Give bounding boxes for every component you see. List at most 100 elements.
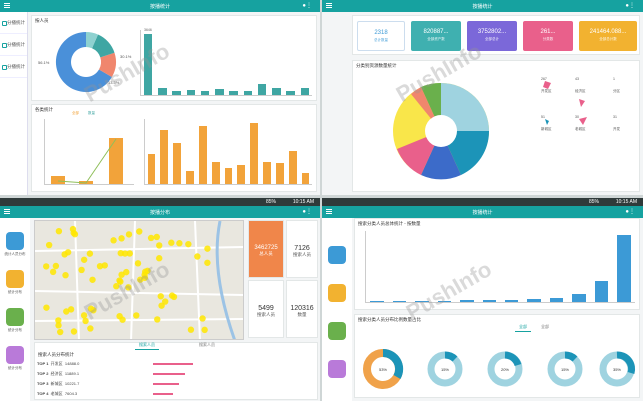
- heat-point: [154, 316, 161, 323]
- heat-point: [156, 242, 163, 249]
- heat-point: [52, 262, 60, 270]
- heat-point: [89, 276, 96, 283]
- tab[interactable]: 搜索人员: [199, 342, 215, 347]
- distribution-map-q3: 85% 10:15 AM 按播分布 ●⋮ 统计人员分布 统计分布 统计分布 统计…: [0, 198, 320, 401]
- tab[interactable]: 全部: [515, 323, 531, 332]
- heat-map[interactable]: [34, 220, 244, 340]
- list-item: TOP 3 新城区 10221.7: [37, 381, 80, 386]
- bar: [415, 300, 429, 302]
- sidebar-item[interactable]: 分播统计: [0, 12, 27, 34]
- nav-icon[interactable]: [328, 284, 346, 302]
- nav-icon[interactable]: [328, 322, 346, 340]
- bar: [109, 138, 123, 184]
- count-bar-chart: [365, 231, 635, 303]
- bar-value-label: 3646: [144, 28, 152, 32]
- menu-icon[interactable]: [4, 209, 10, 214]
- tab[interactable]: 全部: [541, 324, 549, 329]
- tab[interactable]: 搜索人员: [135, 341, 159, 350]
- heat-point: [64, 249, 72, 256]
- heat-point: [55, 322, 62, 329]
- legend-item: 数量: [88, 111, 95, 115]
- heat-point: [185, 240, 192, 248]
- bar: [504, 299, 519, 302]
- heat-point: [116, 277, 123, 284]
- nav-icon[interactable]: [6, 232, 24, 250]
- summary-panel: 各类统计 全部 数量: [31, 104, 317, 192]
- heat-point: [118, 235, 125, 242]
- app-header: 按播统计 ●⋮: [322, 206, 643, 218]
- category-pie-chart: [393, 82, 490, 180]
- bar: [250, 123, 259, 184]
- bar: [224, 167, 233, 184]
- category-bar-chart: [140, 30, 312, 96]
- donut-slice: [55, 31, 112, 92]
- kpi-card[interactable]: 261... 分类数: [523, 21, 573, 51]
- page-title: 按播统计: [472, 4, 493, 10]
- kpi-card[interactable]: 3752802... 全部总计: [467, 21, 517, 51]
- heat-point: [63, 308, 70, 315]
- list-item: TOP 1 开发区 14888.0: [37, 361, 80, 366]
- panel-title: 按人员: [35, 18, 49, 23]
- nav-icon[interactable]: [6, 270, 24, 288]
- region-shape: [579, 99, 585, 107]
- status-bar: 85% 10:15 AM: [322, 198, 643, 206]
- heat-point: [82, 317, 89, 325]
- heat-point: [42, 263, 50, 270]
- kpi-card[interactable]: 820887... 全部资产数: [411, 21, 461, 51]
- heat-point: [168, 239, 175, 246]
- svg-text:20%: 20%: [501, 367, 509, 372]
- heat-point: [70, 328, 78, 335]
- menu-icon[interactable]: [4, 3, 10, 8]
- bar: [143, 34, 153, 95]
- bar: [211, 161, 220, 184]
- menu-icon[interactable]: [326, 209, 332, 214]
- menu-icon[interactable]: [326, 3, 332, 8]
- svg-text:53%: 53%: [379, 367, 387, 372]
- nav-icon[interactable]: [328, 360, 346, 378]
- kpi-card[interactable]: 241464.088... 全部总计数: [579, 21, 637, 51]
- kpi-card[interactable]: 2318 总计数量: [357, 21, 405, 51]
- heat-point: [204, 245, 211, 252]
- bar: [527, 299, 541, 302]
- bar: [437, 300, 452, 302]
- heat-point: [101, 262, 108, 269]
- bar: [286, 91, 295, 95]
- nav-icon[interactable]: [6, 308, 24, 326]
- svg-text:35%: 35%: [613, 367, 621, 372]
- heat-point: [62, 271, 69, 279]
- heat-point: [187, 326, 195, 333]
- heat-point: [126, 250, 133, 257]
- donut-label: 56.1%: [38, 60, 50, 65]
- sidebar: 分播统计 分播统计 分播统计: [0, 12, 28, 195]
- app-header: 按播统计 ●⋮: [322, 0, 643, 12]
- user-icon[interactable]: ●⋮: [625, 209, 635, 215]
- user-icon[interactable]: ●⋮: [625, 3, 635, 9]
- personnel-donut-chart: 56.1% 30.1% 13.5%: [38, 31, 132, 92]
- panel-title: 搜索分类人员分布比例数量占比: [358, 317, 421, 322]
- user-icon[interactable]: ●⋮: [302, 209, 312, 215]
- distribution-stats-q4: 85% 10:15 AM 按播统计 ●⋮ 搜索分类人员总体统计 - 按数量 搜索…: [322, 198, 643, 401]
- bar: [617, 235, 631, 302]
- bar: [147, 154, 156, 184]
- heat-point: [110, 237, 117, 244]
- heat-point: [80, 312, 88, 319]
- app-header: 按播分布 ●⋮: [0, 206, 320, 218]
- bar: [460, 299, 474, 302]
- heat-point: [87, 325, 94, 332]
- sidebar-item[interactable]: 分播统计: [0, 56, 27, 78]
- list-item: TOP 4 老城区 7604.3: [37, 391, 78, 396]
- heat-point: [125, 231, 133, 238]
- donut-slice: [86, 31, 98, 49]
- bar: [594, 280, 609, 302]
- heat-point: [153, 233, 160, 241]
- bar: [172, 90, 181, 95]
- user-icon[interactable]: ●⋮: [302, 3, 312, 9]
- sidebar-item[interactable]: 分播统计: [0, 34, 27, 56]
- status-bar: 85% 10:15 AM: [0, 198, 320, 206]
- nav-icon[interactable]: [328, 246, 346, 264]
- heat-point: [55, 317, 62, 324]
- bar: [370, 300, 384, 302]
- pie-slice: [441, 83, 489, 131]
- heat-point: [67, 306, 75, 313]
- nav-icon[interactable]: [6, 346, 24, 364]
